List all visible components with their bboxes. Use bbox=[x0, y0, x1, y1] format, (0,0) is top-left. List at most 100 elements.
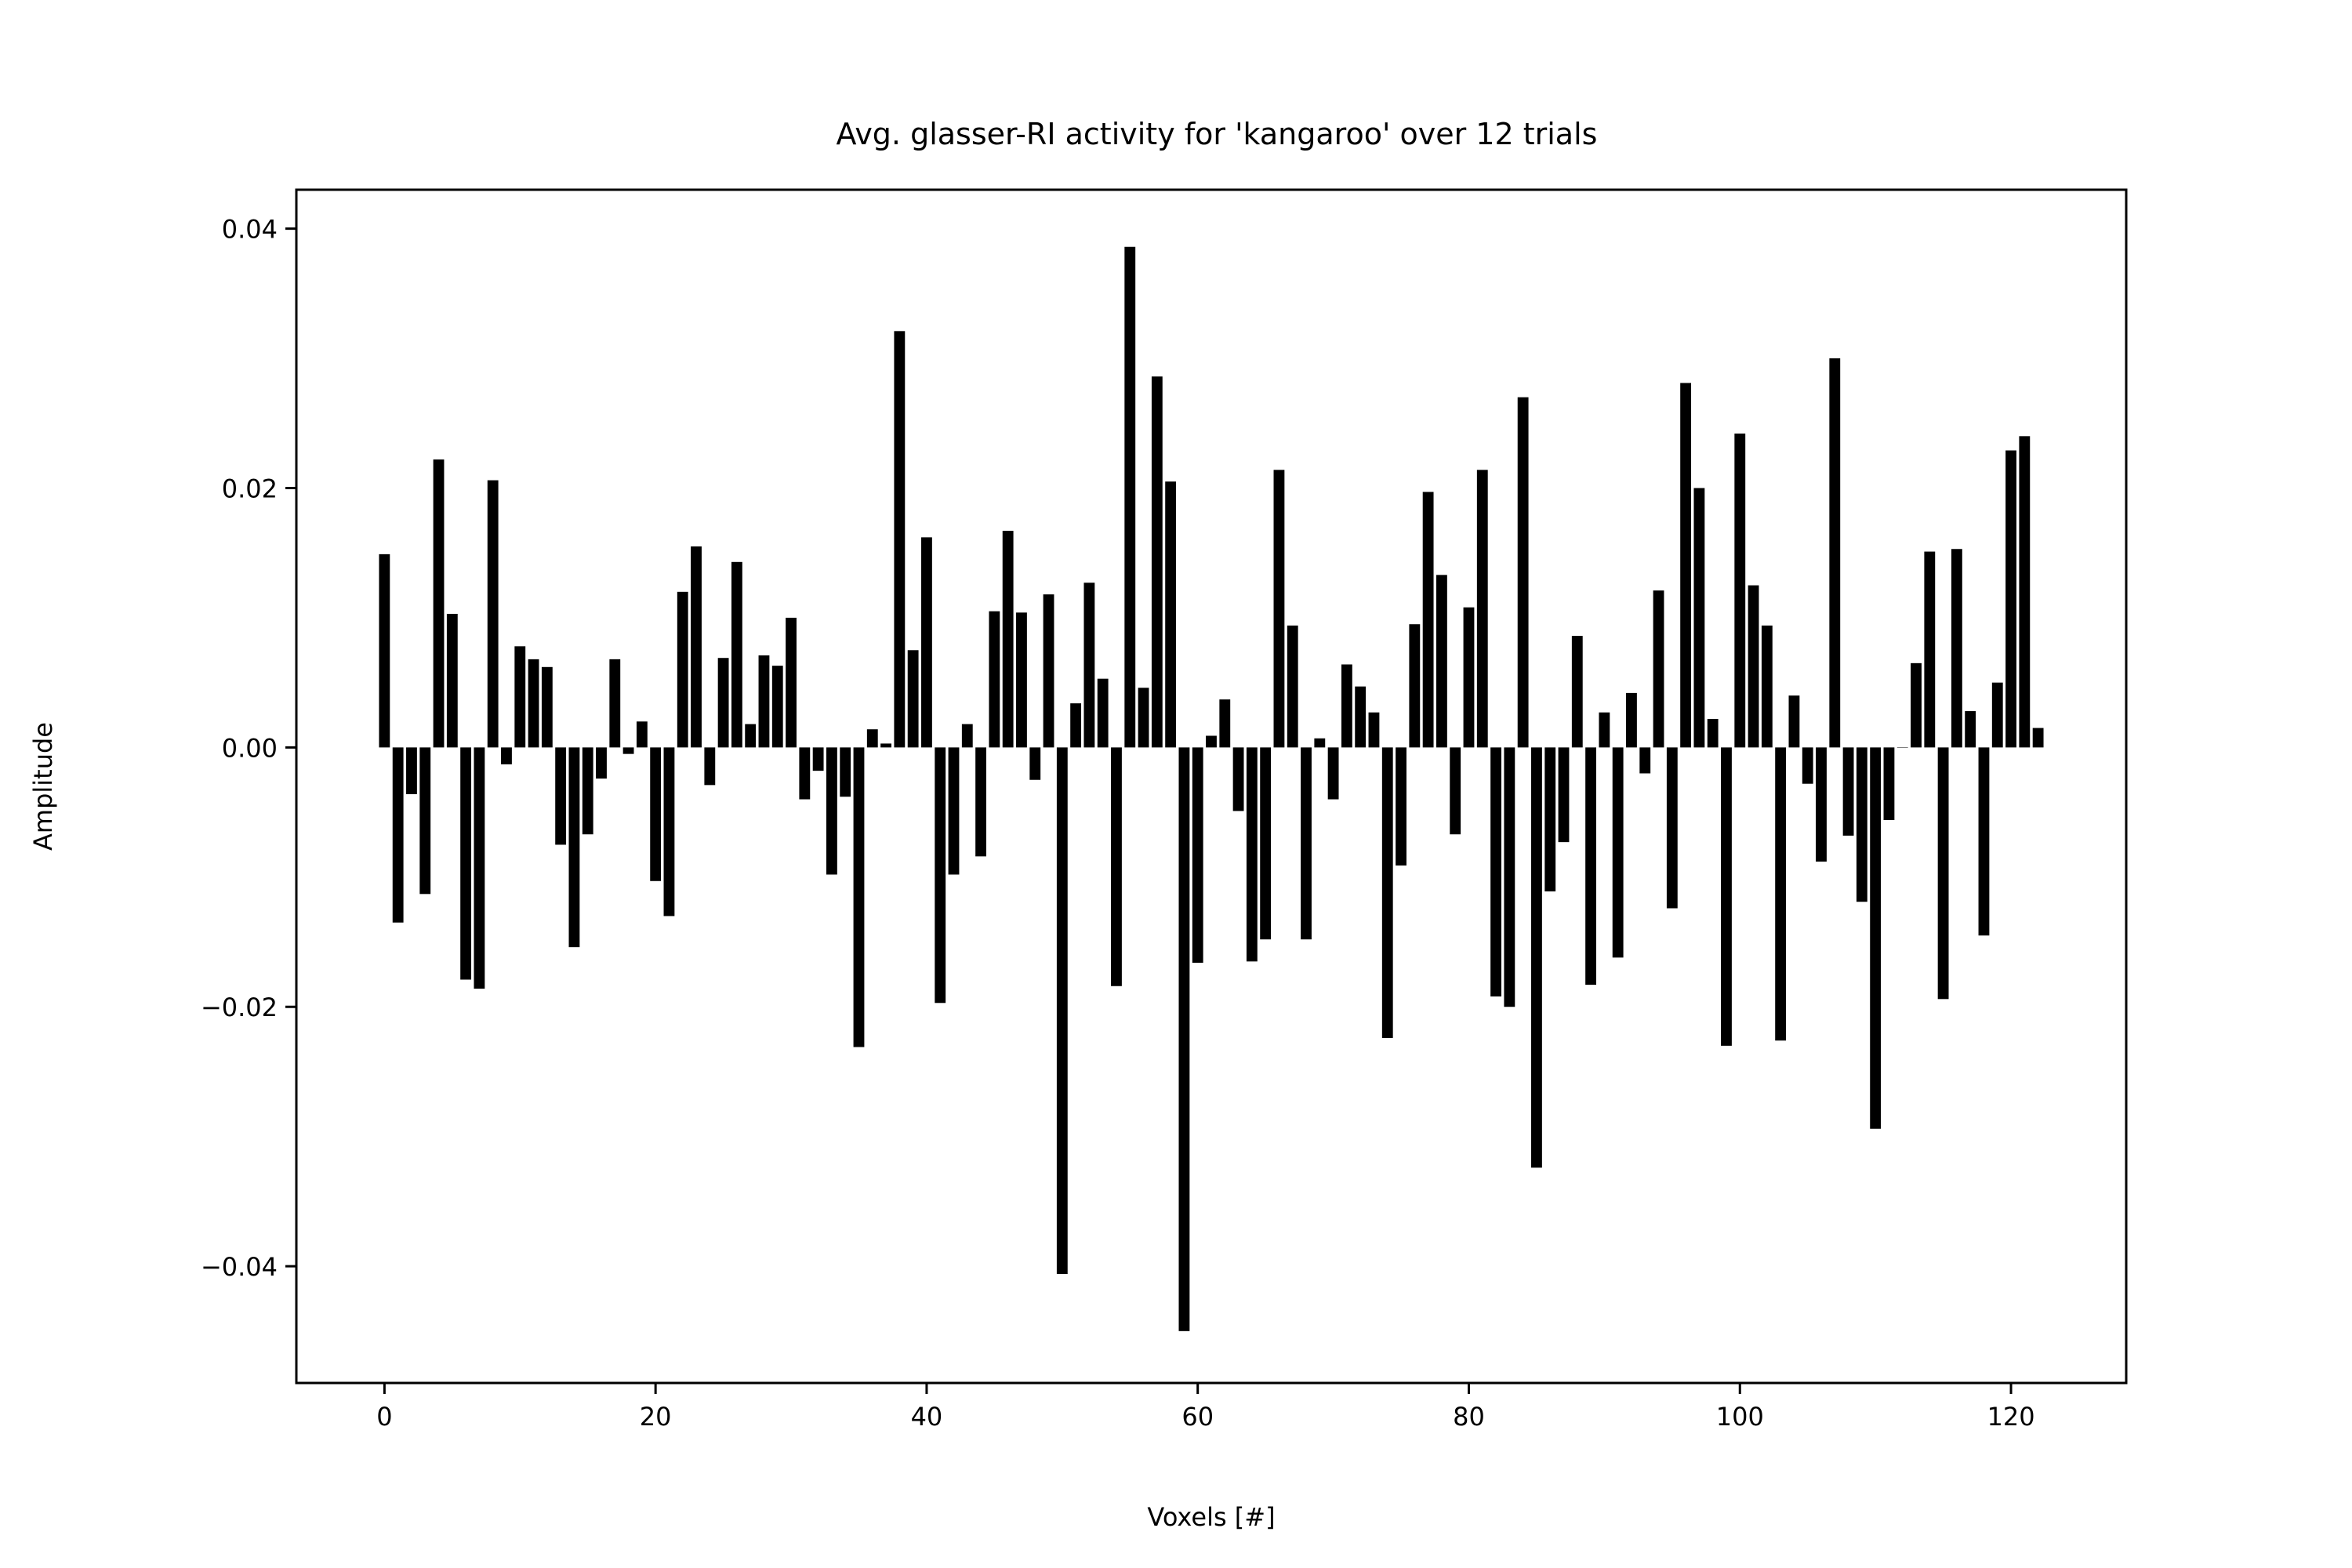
bar-voxel-2 bbox=[406, 747, 417, 794]
bar-voxel-60 bbox=[1192, 747, 1203, 963]
bar-voxel-19 bbox=[636, 721, 648, 748]
bar-voxel-96 bbox=[1680, 383, 1692, 748]
bar-voxel-90 bbox=[1599, 712, 1610, 748]
bar-voxel-106 bbox=[1816, 747, 1827, 862]
bar-voxel-69 bbox=[1314, 738, 1326, 748]
x-tick-label: 100 bbox=[1716, 1402, 1764, 1432]
chart-title: Avg. glasser-RI activity for 'kangaroo' … bbox=[837, 117, 1598, 151]
bar-voxel-51 bbox=[1070, 703, 1082, 748]
bar-voxel-103 bbox=[1775, 747, 1787, 1041]
bar-voxel-71 bbox=[1341, 664, 1352, 748]
bar-voxel-50 bbox=[1056, 747, 1068, 1275]
x-tick-label: 120 bbox=[1987, 1402, 2035, 1432]
bar-voxel-59 bbox=[1178, 747, 1190, 1331]
bar-voxel-45 bbox=[989, 611, 1000, 748]
bar-voxel-24 bbox=[704, 747, 716, 786]
bar-voxel-38 bbox=[894, 331, 906, 748]
bar-voxel-82 bbox=[1490, 747, 1501, 996]
bar-voxel-93 bbox=[1639, 747, 1651, 774]
bar-voxel-65 bbox=[1260, 747, 1272, 940]
bar-voxel-4 bbox=[433, 459, 445, 748]
bar-voxel-114 bbox=[1924, 551, 1936, 748]
x-tick-label: 20 bbox=[640, 1402, 672, 1432]
bar-voxel-0 bbox=[379, 554, 390, 748]
bar-voxel-72 bbox=[1355, 686, 1367, 748]
bar-voxel-3 bbox=[419, 747, 431, 895]
bar-voxel-48 bbox=[1029, 747, 1041, 780]
bar-voxel-102 bbox=[1761, 625, 1773, 748]
bar-voxel-68 bbox=[1301, 747, 1312, 940]
bar-voxel-110 bbox=[1870, 747, 1882, 1129]
bar-voxel-57 bbox=[1151, 376, 1163, 748]
y-tick-label: 0.00 bbox=[222, 733, 278, 763]
bar-voxel-22 bbox=[677, 591, 688, 748]
bar-voxel-97 bbox=[1693, 488, 1705, 748]
bar-voxel-5 bbox=[446, 613, 458, 748]
bar-voxel-118 bbox=[1978, 747, 1990, 936]
bar-voxel-101 bbox=[1748, 585, 1759, 748]
bar-voxel-120 bbox=[2005, 450, 2016, 748]
bar-voxel-12 bbox=[541, 666, 553, 748]
bar-voxel-99 bbox=[1721, 747, 1732, 1046]
bar-voxel-7 bbox=[474, 747, 485, 989]
bar-voxel-15 bbox=[582, 747, 593, 835]
bar-voxel-119 bbox=[1991, 682, 2003, 748]
bar-voxel-16 bbox=[596, 747, 607, 779]
bar-voxel-74 bbox=[1381, 747, 1393, 1038]
bar-voxel-87 bbox=[1558, 747, 1570, 843]
x-tick-label: 40 bbox=[911, 1402, 943, 1432]
bar-voxel-58 bbox=[1165, 481, 1177, 748]
bar-voxel-61 bbox=[1206, 735, 1217, 748]
bar-voxel-32 bbox=[812, 747, 824, 771]
bar-voxel-56 bbox=[1138, 688, 1149, 748]
bar-voxel-29 bbox=[771, 666, 783, 748]
bar-voxel-34 bbox=[840, 747, 851, 797]
bar-voxel-86 bbox=[1544, 747, 1556, 891]
bar-voxel-108 bbox=[1842, 747, 1854, 836]
bar-voxel-100 bbox=[1734, 434, 1746, 748]
y-tick-label: 0.02 bbox=[222, 474, 278, 504]
bar-voxel-89 bbox=[1585, 747, 1596, 985]
bar-voxel-78 bbox=[1436, 575, 1447, 748]
x-tick-label: 60 bbox=[1181, 1402, 1214, 1432]
plot-frame bbox=[295, 188, 2128, 1385]
bar-voxel-95 bbox=[1666, 747, 1678, 909]
bar-voxel-80 bbox=[1463, 607, 1475, 748]
x-tick-label: 80 bbox=[1453, 1402, 1485, 1432]
bar-voxel-109 bbox=[1856, 747, 1867, 902]
bar-voxel-28 bbox=[758, 655, 770, 748]
bar-voxel-52 bbox=[1083, 583, 1095, 748]
bar-voxel-98 bbox=[1707, 718, 1719, 748]
bar-voxel-10 bbox=[514, 646, 526, 748]
bar-voxel-88 bbox=[1571, 636, 1583, 748]
bar-voxel-113 bbox=[1911, 662, 1922, 748]
bar-voxel-67 bbox=[1287, 625, 1298, 748]
bar-voxel-92 bbox=[1626, 692, 1637, 748]
bar-voxel-21 bbox=[663, 747, 675, 916]
x-axis-label: Voxels [#] bbox=[1147, 1502, 1275, 1532]
y-tick-label: 0.04 bbox=[222, 215, 278, 245]
bar-voxel-104 bbox=[1788, 695, 1800, 748]
bar-voxel-75 bbox=[1396, 747, 1406, 866]
bar-voxel-63 bbox=[1232, 747, 1244, 811]
bar-voxel-54 bbox=[1111, 747, 1122, 986]
y-tick-label: −0.02 bbox=[201, 993, 278, 1022]
bar-voxel-26 bbox=[731, 561, 742, 748]
bar-voxel-117 bbox=[1965, 711, 1976, 748]
bar-voxel-47 bbox=[1016, 612, 1027, 748]
bar-voxel-9 bbox=[501, 747, 512, 764]
bar-voxel-14 bbox=[568, 747, 580, 948]
bar-voxel-81 bbox=[1476, 470, 1488, 748]
y-axis-label: Amplitude bbox=[28, 722, 58, 851]
bar-voxel-30 bbox=[786, 617, 797, 748]
bar-voxel-73 bbox=[1368, 712, 1380, 748]
bar-voxel-37 bbox=[880, 743, 891, 748]
bar-voxel-11 bbox=[528, 659, 539, 748]
bar-voxel-35 bbox=[853, 747, 865, 1047]
bar-voxel-84 bbox=[1517, 397, 1529, 748]
y-tick-label: −0.04 bbox=[201, 1252, 278, 1282]
y-axis-ticks: −0.04 −0.02 0.00 0.02 0.04 bbox=[201, 215, 296, 1282]
bar-voxel-27 bbox=[745, 724, 757, 748]
bar-voxel-43 bbox=[961, 724, 973, 748]
bar-voxel-62 bbox=[1219, 699, 1231, 748]
